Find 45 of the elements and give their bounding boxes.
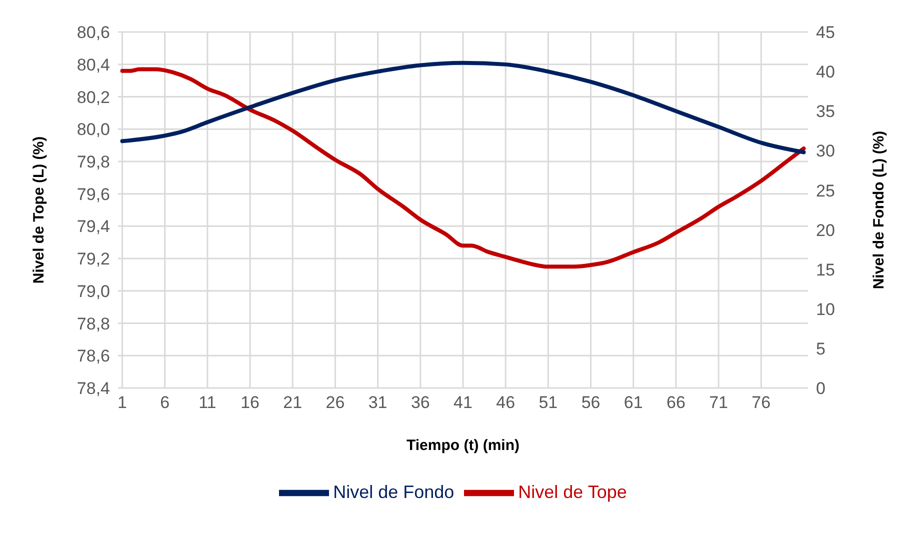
x-tick-label: 31 xyxy=(368,393,388,412)
y-tick-label: 79,0 xyxy=(76,282,110,301)
x-tick-label: 71 xyxy=(709,393,728,412)
y2-tick-label: 35 xyxy=(816,102,835,122)
x-tick-label: 21 xyxy=(283,393,302,412)
y-tick-label: 80,2 xyxy=(76,88,110,107)
x-tick-label: 16 xyxy=(240,393,260,412)
y-tick-label: 78,8 xyxy=(76,314,110,334)
y-tick-label: 79,4 xyxy=(76,217,110,236)
line-series xyxy=(120,67,806,269)
y-tick-label: 78,6 xyxy=(76,346,110,366)
y2-tick-label: 15 xyxy=(816,260,835,280)
y-tick-label: 80,4 xyxy=(76,55,110,74)
x-tick-label: 6 xyxy=(160,393,170,412)
y-tick-label: 80,6 xyxy=(76,23,110,42)
x-tick-label: 61 xyxy=(624,393,643,412)
x-tick-label: 26 xyxy=(326,393,345,412)
y-tick-label: 80,0 xyxy=(76,120,110,140)
x-tick-label: 11 xyxy=(198,393,216,412)
legend-label: Nivel de Fondo xyxy=(333,482,454,502)
y2-tick-label: 30 xyxy=(816,142,835,161)
y2-tick-label: 0 xyxy=(816,379,826,398)
x-tick-label: 46 xyxy=(496,393,516,412)
legend-label: Nivel de Tope xyxy=(518,482,627,502)
y2-tick-label: 40 xyxy=(816,62,835,82)
y2-tick-label: 45 xyxy=(816,23,835,42)
y-axis-title: Nivel de Tope (L) (%) xyxy=(30,136,48,284)
x-axis-title: Tiempo (t) (min) xyxy=(406,437,520,454)
x-tick-label: 1 xyxy=(118,393,127,412)
y-tick-label: 79,6 xyxy=(76,184,110,204)
y2-tick-label: 25 xyxy=(816,181,835,200)
x-tick-label: 66 xyxy=(666,393,686,412)
x-tick-label: 36 xyxy=(410,393,430,412)
x-tick-label: 56 xyxy=(581,393,600,412)
y2-tick-label: 20 xyxy=(816,220,835,240)
y-tick-label: 78,4 xyxy=(76,379,110,398)
line-series xyxy=(120,60,806,154)
x-tick-label: 41 xyxy=(454,393,472,412)
y2-axis-title: Nivel de Fondo (L) (%) xyxy=(870,130,888,290)
y2-tick-label: 5 xyxy=(816,339,826,358)
x-tick-label: 76 xyxy=(752,393,771,412)
x-tick-label: 51 xyxy=(538,393,558,412)
y-tick-label: 79,2 xyxy=(76,250,110,269)
y-tick-label: 79,8 xyxy=(76,152,110,172)
y2-tick-label: 10 xyxy=(816,300,835,319)
